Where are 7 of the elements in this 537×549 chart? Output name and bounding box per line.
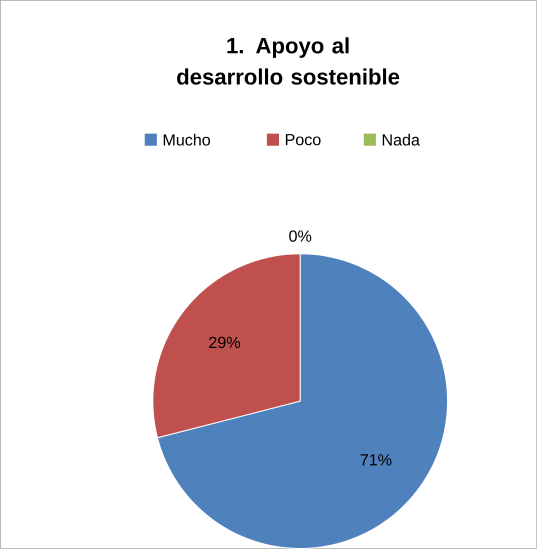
chart-title: 1. Apoyo al desarrollo sostenible	[177, 37, 400, 85]
legend-label: Mucho	[164, 134, 210, 146]
legend-label: Nada	[382, 134, 420, 146]
data-label: 71%	[360, 454, 392, 466]
legend-label: Poco	[286, 134, 321, 146]
text: 0%	[289, 230, 312, 242]
data-label: 29%	[209, 336, 240, 348]
